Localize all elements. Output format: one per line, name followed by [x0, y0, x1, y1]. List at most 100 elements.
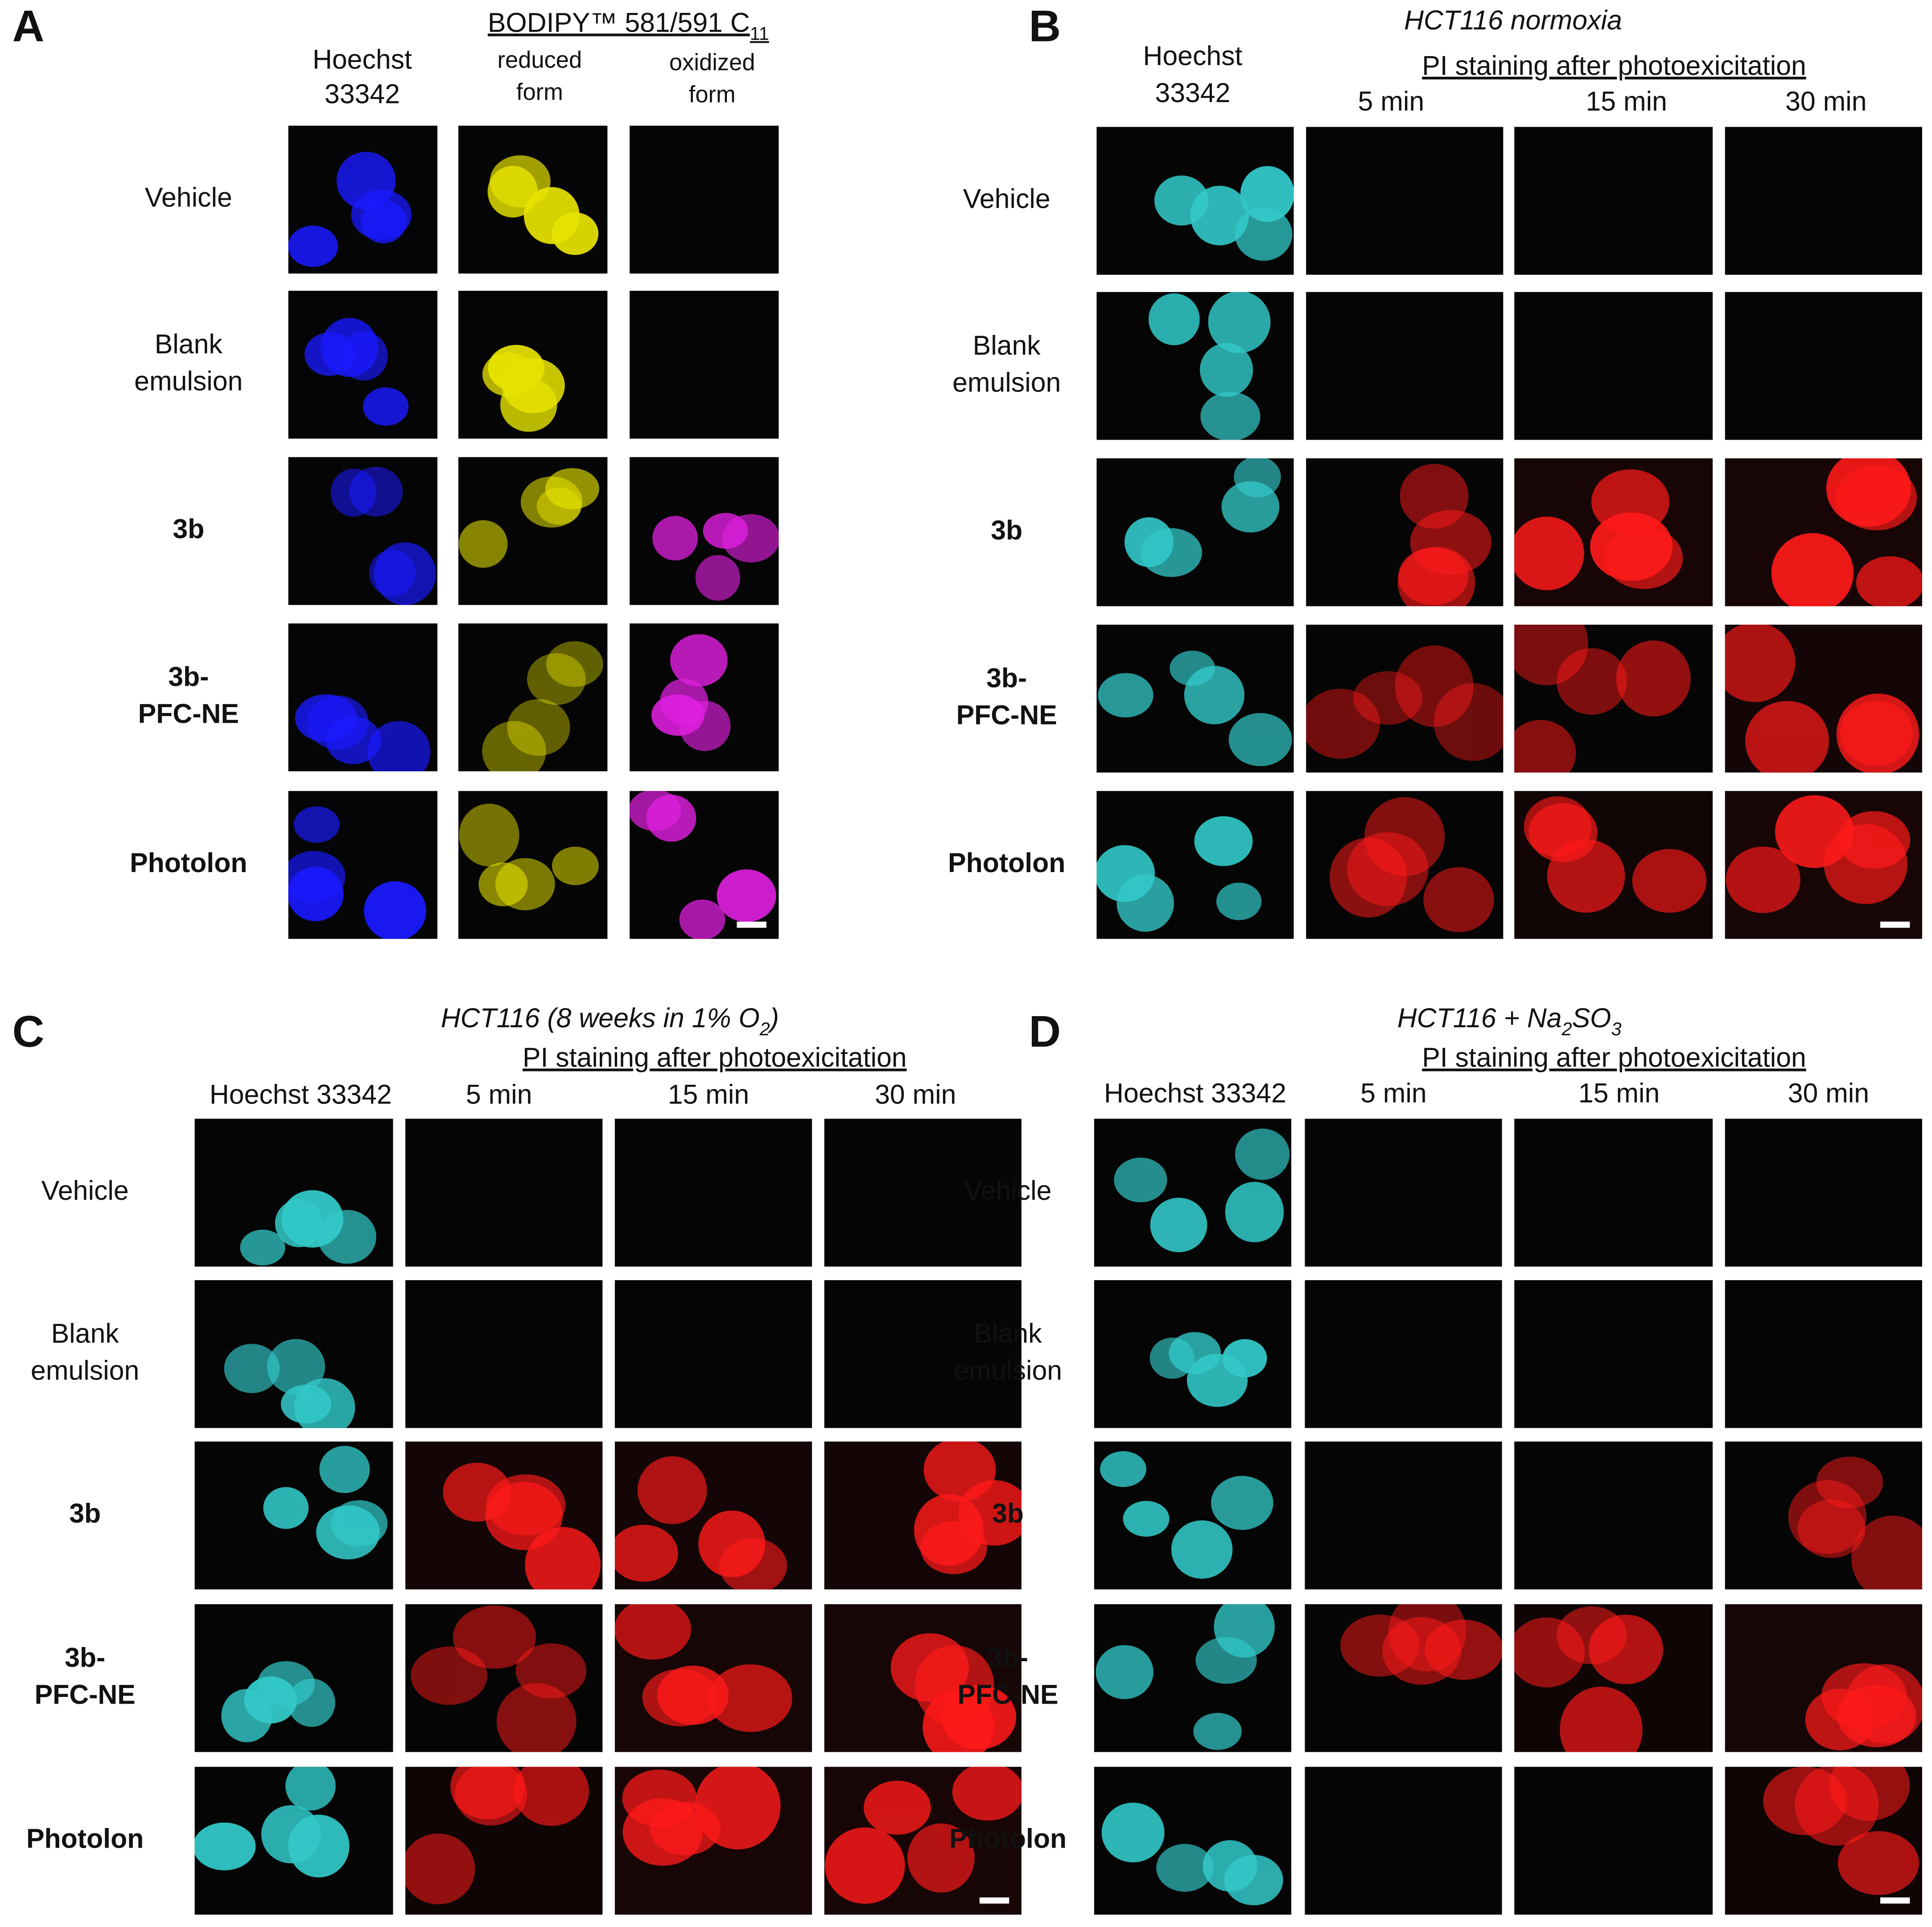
cell: [546, 641, 603, 687]
row-label: PFC-NE: [957, 1679, 1058, 1709]
cell: [1123, 1501, 1170, 1537]
panel-letter: C: [12, 1007, 45, 1057]
row-label: emulsion: [954, 1355, 1062, 1386]
cell: [1184, 666, 1244, 725]
cell: [319, 1445, 370, 1493]
panel-title: HCT116 + Na2SO3: [1397, 1003, 1622, 1039]
cell: [695, 555, 741, 601]
cell: [1101, 1803, 1165, 1863]
micrograph: [405, 1119, 603, 1267]
cell: [1590, 512, 1673, 581]
cell: [221, 1688, 272, 1742]
cell: [1797, 1499, 1866, 1558]
cells: [1100, 1451, 1273, 1579]
image-bg: [1514, 292, 1713, 440]
micrograph: [614, 1119, 812, 1267]
cell: [1836, 465, 1917, 531]
micrograph: [1514, 1119, 1713, 1267]
group-header: PI staining after photoexicitation: [1422, 1042, 1806, 1073]
cell: [496, 1683, 577, 1752]
micrograph: [614, 1441, 812, 1589]
column-header: 15 min: [1586, 86, 1667, 116]
cell: [1745, 701, 1829, 773]
column-header: 5 min: [1360, 1078, 1427, 1108]
micrograph: [1094, 1441, 1292, 1589]
cell: [717, 869, 776, 922]
cells: [240, 1190, 376, 1266]
cell: [374, 542, 436, 605]
micrograph: [1725, 1766, 1922, 1915]
micrograph: [1096, 625, 1294, 773]
cell: [1514, 720, 1576, 773]
micrograph: [1096, 292, 1294, 440]
cells: [652, 513, 779, 601]
column-header: 30 min: [875, 1079, 956, 1110]
cell: [1557, 1606, 1627, 1664]
micrograph: [288, 457, 438, 605]
image-bg: [405, 1280, 603, 1428]
image-bg: [405, 1119, 603, 1267]
row-label: Blank: [973, 330, 1041, 360]
cells: [458, 468, 599, 568]
cell: [1726, 846, 1800, 913]
panel: C HCT116 (8 weeks in 1% O2)PI staining af…: [12, 1003, 1022, 1915]
row-label: Photolon: [26, 1824, 144, 1854]
group-header: PI staining after photoexicitation: [1422, 50, 1806, 81]
row-label: Photolon: [130, 848, 247, 878]
cells: [1149, 1332, 1267, 1407]
cell: [1725, 625, 1796, 702]
cells: [487, 155, 599, 255]
cells: [824, 1604, 1022, 1752]
cell: [325, 716, 381, 764]
cell: [257, 1661, 315, 1707]
cell: [679, 899, 725, 939]
cell: [486, 1474, 565, 1536]
cells: [295, 694, 431, 771]
cell: [1100, 1451, 1146, 1487]
title-text: HCT116 + Na: [1397, 1003, 1562, 1033]
cell: [1514, 625, 1588, 685]
cell: [487, 165, 538, 218]
image-bg: [1514, 1441, 1713, 1589]
micrograph: [458, 291, 608, 439]
cell: [1837, 1831, 1919, 1895]
image-bg: [1306, 625, 1504, 773]
cell: [545, 468, 599, 510]
cells: [1725, 1766, 1922, 1915]
micrograph: [1514, 127, 1713, 275]
image-bg: [1514, 127, 1713, 275]
row-label: PFC-NE: [138, 699, 239, 729]
cell: [650, 1802, 721, 1856]
cell: [363, 387, 409, 426]
micrograph: [630, 457, 779, 605]
cell: [1140, 528, 1202, 577]
micrograph: [194, 1604, 393, 1752]
micrograph: [1514, 1441, 1713, 1589]
cells: [330, 466, 436, 605]
panel: A BODIPY™ 581/591 C11 Hoechst 33342 reduced f…: [12, 2, 779, 939]
cell: [288, 226, 338, 267]
cells: [1514, 1604, 1713, 1752]
group-header: PI staining after photoexicitation: [523, 1042, 907, 1073]
column-header: 15 min: [668, 1079, 749, 1110]
cell: [450, 1766, 525, 1820]
column-header: form: [689, 81, 736, 107]
cell: [651, 694, 704, 736]
row-label: 3b: [173, 514, 204, 544]
cell: [1856, 556, 1922, 606]
cells: [630, 791, 776, 939]
cell: [630, 791, 681, 831]
cell: [1149, 293, 1200, 346]
cell: [1788, 1480, 1866, 1554]
micrograph: [1725, 1280, 1922, 1428]
cell: [1353, 671, 1423, 725]
micrograph: [458, 791, 608, 939]
cell: [1816, 1456, 1883, 1508]
cells: [614, 1604, 812, 1752]
micrograph: [1305, 1766, 1502, 1915]
micrograph: [630, 623, 779, 771]
micrograph: [1725, 1119, 1922, 1267]
title-text: BODIPY™ 581/591 C: [488, 7, 750, 37]
image-bg: [1306, 127, 1504, 275]
